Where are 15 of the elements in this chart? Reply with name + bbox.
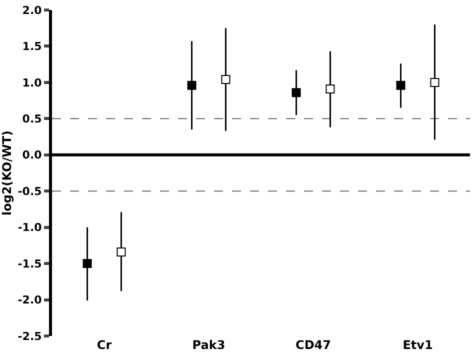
y-tick-label: -0.5 [18,184,42,198]
x-tick-label: Cr [96,338,112,352]
y-tick-label: -1.5 [18,257,42,270]
x-tick-label: CD47 [296,338,331,352]
y-tick-label: 0.5 [22,112,42,126]
y-tick-label: -2.5 [18,330,42,343]
y-tick-label: 1.0 [22,76,42,90]
x-tick-label: Pak3 [192,338,226,352]
x-tick-label: Etv1 [402,338,433,352]
y-tick-label: 1.5 [22,40,42,54]
y-tick-label: 0.0 [22,148,42,162]
y-tick-label: 2.0 [22,4,42,17]
y-tick-label: -1.0 [18,221,42,234]
y-axis-title: log2(KO/WT) [0,130,14,216]
y-tick-label: -2.0 [18,294,42,307]
